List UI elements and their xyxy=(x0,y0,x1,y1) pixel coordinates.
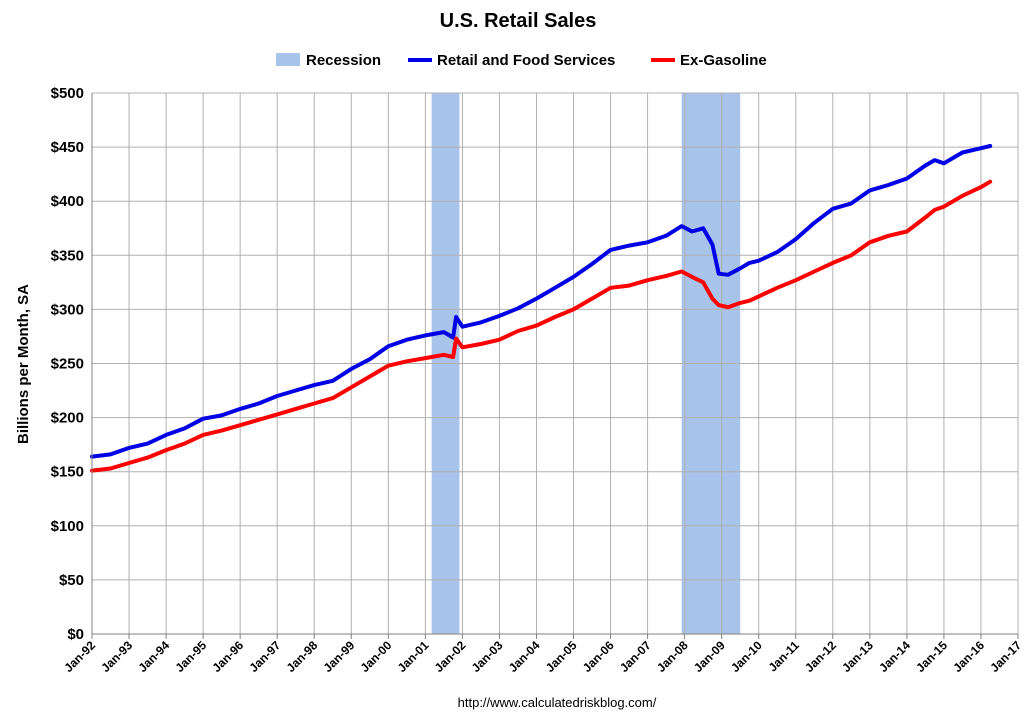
x-tick-label-21: Jan-13 xyxy=(839,638,876,675)
x-tick-label-25: Jan-17 xyxy=(987,638,1024,675)
y-tick-labels: $0 $50 $100 $150 $200 $250 $300 $350 $400 $450 $50… xyxy=(51,85,84,643)
x-tick-label-8: Jan-00 xyxy=(358,638,395,675)
y-tick-label-3: $150 xyxy=(51,464,84,481)
x-tick-label-22: Jan-14 xyxy=(876,638,913,675)
y-tick-label-2: $100 xyxy=(51,518,84,535)
x-tick-label-1: Jan-93 xyxy=(98,638,135,675)
y-tick-label-9: $450 xyxy=(51,139,84,156)
y-tick-label-7: $350 xyxy=(51,247,84,264)
y-tick-label-4: $200 xyxy=(51,410,84,427)
legend-recession-swatch xyxy=(276,53,300,66)
x-tick-label-18: Jan-10 xyxy=(728,638,765,675)
legend-retail-label: Retail and Food Services xyxy=(437,52,615,69)
x-tick-label-16: Jan-08 xyxy=(654,638,691,675)
y-axis-label: Billions per Month, SA xyxy=(15,284,32,444)
y-tick-label-1: $50 xyxy=(59,572,84,589)
x-tick-label-2: Jan-94 xyxy=(135,638,172,675)
x-tick-label-17: Jan-09 xyxy=(691,638,728,675)
x-tick-label-15: Jan-07 xyxy=(617,638,654,675)
x-tick-label-11: Jan-03 xyxy=(469,638,506,675)
axes xyxy=(91,93,1019,639)
series-lines xyxy=(90,144,993,473)
x-tick-label-3: Jan-95 xyxy=(172,638,209,675)
x-tick-label-0: Jan-92 xyxy=(61,638,98,675)
x-tick-label-4: Jan-96 xyxy=(209,638,246,675)
series-line-0 xyxy=(90,144,993,459)
chart-title: U.S. Retail Sales xyxy=(440,10,597,32)
x-tick-label-5: Jan-97 xyxy=(247,638,284,675)
x-tick-label-9: Jan-01 xyxy=(395,638,432,675)
x-tick-label-7: Jan-99 xyxy=(321,638,358,675)
x-tick-label-23: Jan-15 xyxy=(913,638,950,675)
legend-exgas-label: Ex-Gasoline xyxy=(680,52,767,69)
source-url: http://www.calculatedriskblog.com/ xyxy=(458,695,657,710)
x-tick-label-12: Jan-04 xyxy=(506,638,543,675)
x-tick-label-20: Jan-12 xyxy=(802,638,839,675)
series-line-1 xyxy=(90,179,993,473)
x-tick-label-14: Jan-06 xyxy=(580,638,617,675)
x-tick-label-19: Jan-11 xyxy=(766,638,803,675)
y-tick-label-10: $500 xyxy=(51,85,84,102)
x-tick-labels: Jan-92 Jan-93 Jan-94 Jan-95 Jan-96 Jan-97 Jan-… xyxy=(61,638,1024,675)
x-tick-label-24: Jan-16 xyxy=(950,638,987,675)
x-tick-label-10: Jan-02 xyxy=(432,638,469,675)
legend-recession-label: Recession xyxy=(306,52,381,69)
y-tick-label-5: $250 xyxy=(51,356,84,373)
legend: Recession Retail and Food Services Ex-Ga… xyxy=(276,52,767,69)
y-tick-label-0: $0 xyxy=(67,626,84,643)
x-tick-label-13: Jan-05 xyxy=(543,638,580,675)
y-tick-label-6: $300 xyxy=(51,301,84,318)
y-tick-label-8: $400 xyxy=(51,193,84,210)
x-tick-label-6: Jan-98 xyxy=(284,638,321,675)
